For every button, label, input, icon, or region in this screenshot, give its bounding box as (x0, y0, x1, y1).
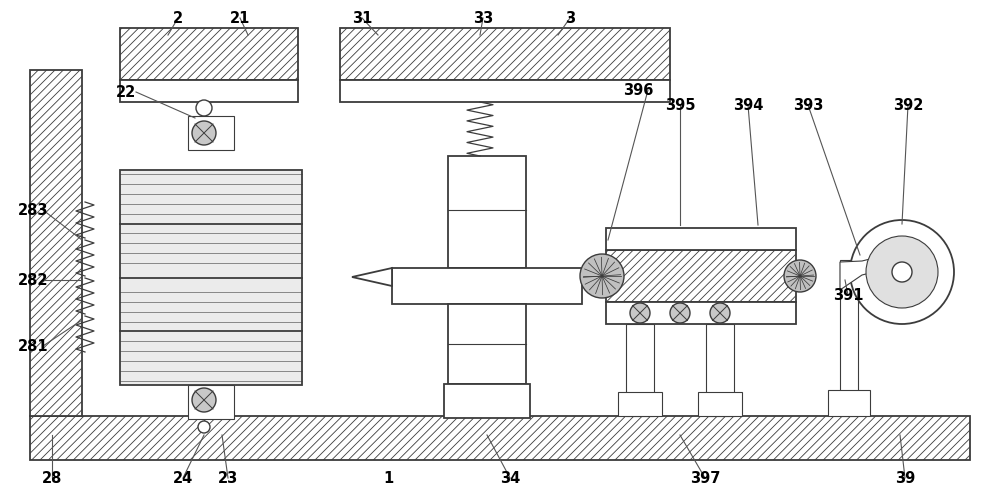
Text: 2: 2 (173, 10, 183, 25)
Bar (340, 80, 670, 102)
Bar (188, 116, 234, 150)
Bar (30, 416, 970, 460)
Text: 21: 21 (230, 10, 250, 25)
Circle shape (196, 100, 212, 116)
Bar (444, 384, 530, 418)
Circle shape (580, 254, 624, 298)
Bar (706, 324, 734, 416)
Bar (120, 80, 298, 102)
Circle shape (710, 303, 730, 323)
Text: 31: 31 (352, 10, 372, 25)
Bar (840, 260, 858, 416)
Bar (340, 28, 670, 80)
Text: 283: 283 (18, 203, 48, 218)
Text: 395: 395 (665, 98, 695, 113)
Polygon shape (352, 268, 392, 286)
Bar (828, 390, 870, 416)
Text: 28: 28 (42, 471, 62, 486)
Text: 391: 391 (833, 287, 863, 302)
Bar (120, 28, 298, 80)
Circle shape (784, 260, 816, 292)
Circle shape (866, 236, 938, 308)
Text: 1: 1 (383, 471, 393, 486)
Text: 281: 281 (18, 339, 48, 354)
Text: 397: 397 (690, 471, 720, 486)
Bar (606, 302, 796, 324)
Text: 282: 282 (18, 272, 48, 287)
Polygon shape (840, 256, 882, 290)
Text: 34: 34 (500, 471, 520, 486)
Bar (626, 324, 654, 416)
Circle shape (198, 421, 210, 433)
Circle shape (892, 262, 912, 282)
Bar (618, 392, 662, 416)
Bar (30, 70, 82, 416)
Circle shape (192, 388, 216, 412)
Circle shape (850, 220, 954, 324)
Circle shape (670, 303, 690, 323)
Text: 392: 392 (893, 98, 923, 113)
Text: 3: 3 (565, 10, 575, 25)
Text: 33: 33 (473, 10, 493, 25)
Bar (392, 268, 582, 304)
Text: 22: 22 (116, 85, 136, 100)
Circle shape (192, 121, 216, 145)
Bar (606, 228, 796, 250)
Circle shape (630, 303, 650, 323)
Text: 393: 393 (793, 98, 823, 113)
Text: 24: 24 (173, 471, 193, 486)
Bar (448, 156, 526, 268)
Bar (120, 170, 302, 385)
Text: 396: 396 (623, 83, 653, 98)
Text: 23: 23 (218, 471, 238, 486)
Text: 394: 394 (733, 98, 763, 113)
Bar (448, 304, 526, 384)
Bar (606, 250, 796, 302)
Bar (698, 392, 742, 416)
Text: 39: 39 (895, 471, 915, 486)
Bar (188, 385, 234, 419)
